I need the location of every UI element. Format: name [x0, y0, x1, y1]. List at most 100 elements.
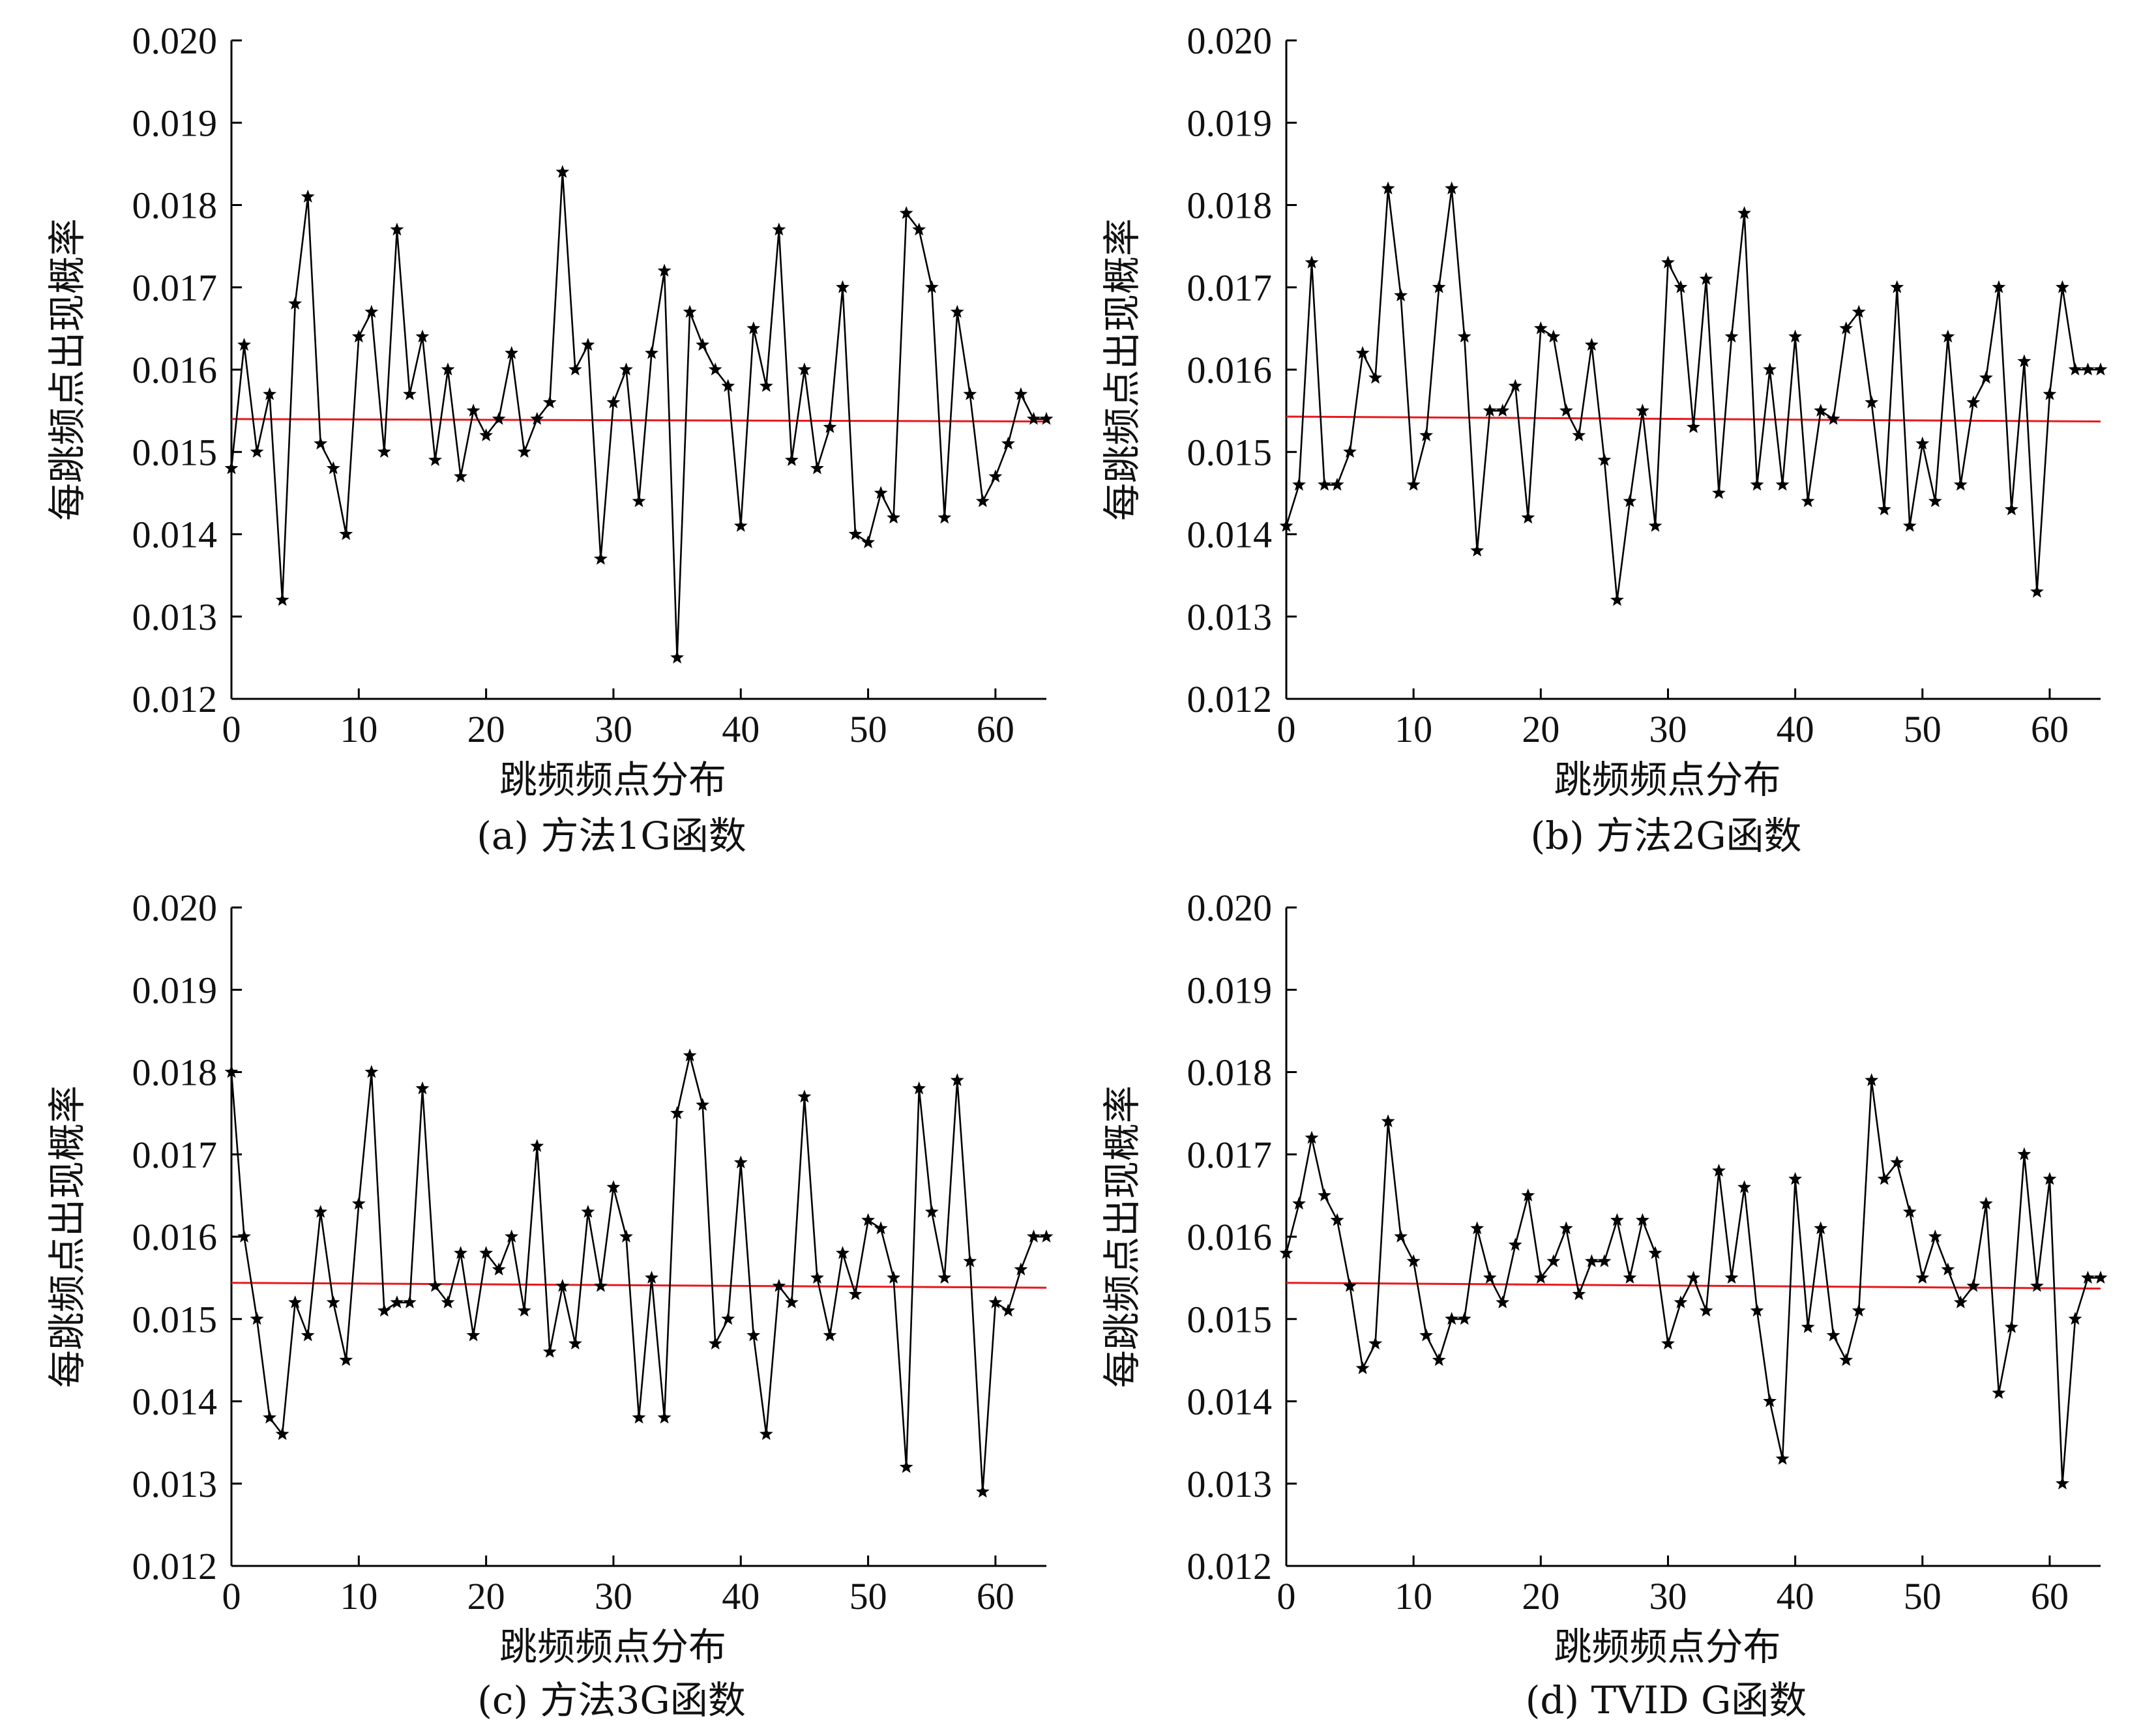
data-point-star: [1877, 502, 1891, 516]
data-point-star: [377, 445, 391, 458]
data-point-star: [1826, 1328, 1840, 1342]
x-tick-label: 20: [467, 1575, 505, 1617]
x-axis-title: 跳频频点分布: [499, 758, 726, 802]
data-point-star: [1330, 477, 1344, 491]
data-point-star: [1839, 321, 1853, 334]
data-point-star: [351, 329, 366, 343]
data-point-star: [593, 552, 608, 565]
data-point-star: [1584, 1254, 1599, 1267]
data-point-star: [377, 1303, 391, 1317]
subplot-b: 0.012 0.013 0.014 0.015 0.016 0.017 0.018 0.019…: [1100, 20, 2108, 858]
data-point-star: [568, 1336, 582, 1349]
data-point-star: [1877, 1172, 1891, 1185]
x-tick-label: 20: [1522, 708, 1559, 750]
data-point-star: [963, 1254, 977, 1267]
y-tick-label: 0.015: [1187, 431, 1273, 473]
data-point-star: [1623, 494, 1637, 507]
x-axis-title: 跳频频点分布: [1554, 1625, 1780, 1669]
data-point-star: [1419, 428, 1434, 441]
x-tick-label: 20: [467, 708, 505, 750]
data-point-star: [1992, 280, 2006, 293]
data-point-star: [975, 1484, 990, 1498]
x-tick-label: 10: [1395, 708, 1432, 750]
data-point-star: [988, 469, 1003, 482]
data-point-star: [657, 263, 672, 277]
x-tick-label: 50: [1904, 708, 1942, 750]
data-point-star: [1318, 477, 1331, 491]
data-point-star: [339, 1353, 353, 1366]
y-axis-title: 每跳频点出现概率: [45, 218, 89, 521]
data-point-star: [237, 338, 251, 351]
y-tick-label: 0.020: [132, 20, 218, 62]
data-point-star: [1724, 1271, 1739, 1284]
series-line: [230, 171, 1046, 658]
x-tick-label: 0: [1277, 1575, 1296, 1617]
data-point-star: [1890, 1155, 1904, 1169]
mean-line: [231, 1282, 1047, 1289]
y-tick-label: 0.017: [132, 1134, 218, 1176]
data-point-star: [2043, 387, 2057, 400]
x-tick-label: 10: [1395, 1575, 1432, 1617]
data-point-star: [938, 510, 952, 524]
y-tick-label: 0.019: [1187, 969, 1273, 1011]
data-point-star: [250, 1312, 264, 1325]
x-axis-title: 跳频频点分布: [499, 1625, 726, 1669]
data-point-star: [797, 1089, 812, 1103]
y-tick-label: 0.020: [1187, 887, 1273, 929]
data-point-star: [746, 1328, 761, 1342]
data-point-star: [772, 1278, 786, 1292]
y-axis-title: 每跳频点出现概率: [1100, 1085, 1144, 1388]
y-tick-label: 0.019: [1187, 102, 1273, 144]
data-point-star: [2068, 1312, 2082, 1325]
data-point-star: [1979, 1196, 1993, 1210]
data-point-star: [581, 338, 595, 351]
x-tick-label: 20: [1522, 1575, 1559, 1617]
data-point-star: [1902, 518, 1917, 532]
data-point-star: [823, 1328, 837, 1342]
data-point-star: [2093, 362, 2108, 376]
data-point-star: [454, 1246, 467, 1260]
data-point-star: [1546, 1254, 1561, 1267]
data-point-star: [797, 362, 812, 376]
data-point-star: [2004, 1320, 2018, 1333]
data-point-star: [1992, 1385, 2006, 1399]
data-point-star: [1763, 362, 1777, 376]
data-point-star: [784, 1295, 799, 1308]
data-point-star: [1788, 329, 1803, 343]
data-point-star: [301, 189, 315, 203]
y-tick-label: 0.014: [1187, 1381, 1273, 1423]
data-point-star: [657, 1410, 672, 1424]
data-point-star: [924, 280, 939, 293]
y-axis-title: 每跳频点出现概率: [45, 1085, 89, 1388]
data-point-star: [1318, 1188, 1331, 1202]
y-tick-label: 0.012: [1187, 1545, 1273, 1587]
data-point-star: [836, 280, 849, 293]
x-tick-label: 0: [222, 1575, 241, 1617]
data-point-star: [326, 461, 340, 475]
data-point-star: [1355, 1361, 1370, 1374]
series-line: [1285, 188, 2101, 600]
data-point-star: [823, 420, 837, 434]
data-point-star: [441, 1295, 455, 1308]
data-point-star: [1559, 1221, 1573, 1235]
data-point-star: [746, 321, 761, 334]
y-tick-label: 0.018: [132, 184, 218, 227]
data-point-star: [2093, 1271, 2108, 1284]
data-point-star: [555, 1278, 570, 1292]
data-point-star: [390, 1295, 404, 1308]
data-point-star: [810, 1271, 824, 1284]
data-point-star: [1508, 379, 1522, 392]
y-tick-label: 0.013: [1187, 596, 1273, 638]
data-point-star: [1839, 1353, 1853, 1366]
data-point-star: [1014, 1262, 1028, 1276]
data-point-star: [2030, 584, 2044, 598]
data-point-star: [505, 346, 519, 359]
data-point-star: [2068, 362, 2082, 376]
data-point-star: [606, 1180, 621, 1194]
data-point-star: [1483, 404, 1497, 417]
data-point-star: [2081, 1271, 2095, 1284]
x-tick-label: 0: [222, 708, 241, 750]
data-point-star: [288, 1295, 303, 1308]
x-tick-label: 30: [1649, 1575, 1687, 1617]
